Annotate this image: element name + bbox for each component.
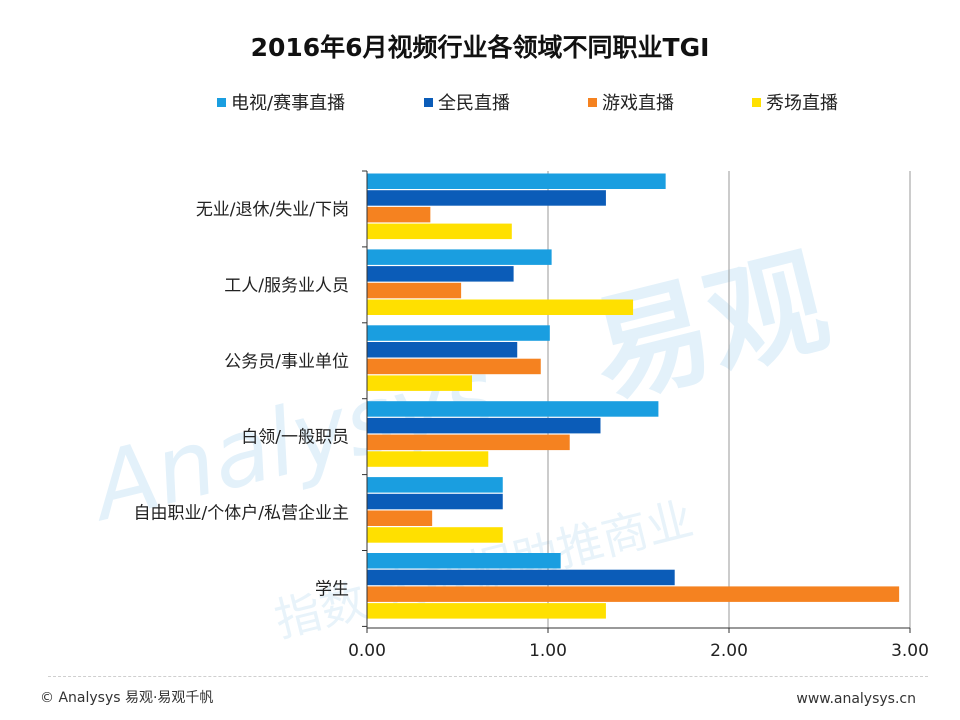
footer-divider bbox=[48, 676, 928, 677]
legend-item: 秀场直播 bbox=[752, 89, 838, 115]
legend-label: 游戏直播 bbox=[602, 93, 674, 114]
bar bbox=[367, 401, 659, 417]
bar bbox=[367, 434, 570, 451]
bar bbox=[367, 325, 550, 341]
legend-label: 秀场直播 bbox=[766, 93, 838, 114]
legend-label: 电视/赛事直播 bbox=[231, 93, 346, 114]
legend-swatch bbox=[588, 97, 597, 107]
bar bbox=[367, 299, 634, 315]
bar bbox=[367, 342, 518, 358]
legend-item: 电视/赛事直播 bbox=[217, 89, 345, 115]
legend-swatch bbox=[424, 97, 433, 107]
bar bbox=[367, 603, 606, 619]
bar bbox=[367, 282, 462, 299]
category-label: 白领/一般职员 bbox=[241, 428, 349, 448]
bar bbox=[367, 358, 541, 375]
chart-title: 2016年6月视频行业各领域不同职业TGI bbox=[250, 33, 710, 62]
footer-website: www.analysys.cn bbox=[796, 691, 916, 707]
bar bbox=[367, 569, 675, 586]
bar bbox=[367, 266, 514, 282]
bar bbox=[367, 510, 433, 526]
bar bbox=[367, 527, 503, 543]
legend-label: 全民直播 bbox=[438, 93, 510, 114]
legend-swatch bbox=[752, 97, 761, 107]
x-tick-label: 0.00 bbox=[348, 641, 386, 661]
bar bbox=[367, 249, 552, 265]
bar bbox=[367, 206, 431, 223]
bar bbox=[367, 223, 512, 240]
x-tick-label: 1.00 bbox=[529, 641, 567, 661]
legend-swatch bbox=[217, 97, 226, 107]
legend: 电视/赛事直播 全民直播 游戏直播 秀场直播 bbox=[0, 89, 960, 115]
bar bbox=[367, 417, 601, 434]
bar bbox=[367, 173, 666, 189]
bar bbox=[367, 493, 503, 510]
bar bbox=[367, 375, 472, 391]
bar bbox=[367, 586, 900, 602]
footer-copyright: © Analysys 易观·易观千帆 bbox=[40, 690, 214, 706]
x-tick-label: 3.00 bbox=[891, 641, 929, 661]
category-label: 工人/服务业人员 bbox=[224, 276, 349, 296]
bar bbox=[367, 477, 503, 493]
category-label: 无业/退休/失业/下岗 bbox=[196, 200, 349, 220]
category-label: 公务员/事业单位 bbox=[224, 352, 349, 372]
legend-item: 全民直播 bbox=[424, 89, 510, 115]
bar bbox=[367, 190, 606, 206]
bar bbox=[367, 451, 489, 467]
category-label: 学生 bbox=[315, 579, 349, 599]
bar bbox=[367, 553, 561, 569]
category-label: 自由职业/个体户/私营企业主 bbox=[134, 504, 349, 524]
x-tick-label: 2.00 bbox=[710, 641, 748, 661]
legend-item: 游戏直播 bbox=[588, 89, 674, 115]
